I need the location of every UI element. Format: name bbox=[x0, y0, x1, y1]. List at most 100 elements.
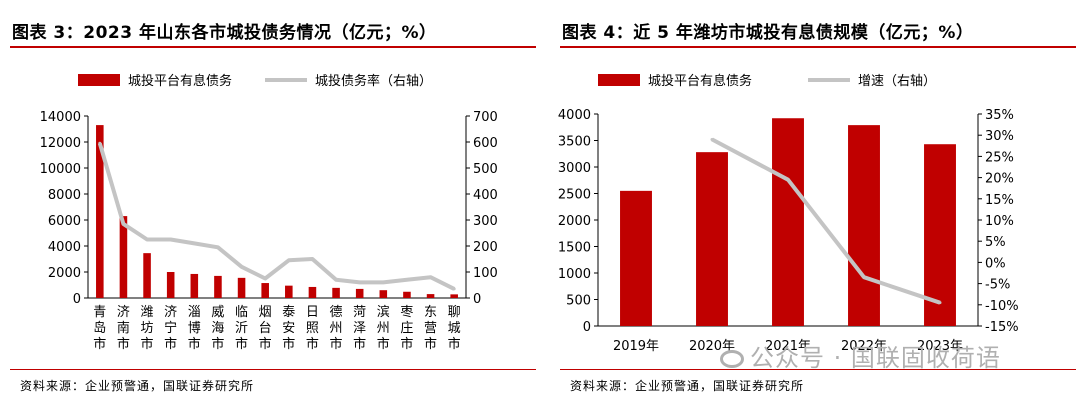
right-chart-bar bbox=[848, 125, 880, 326]
left-chart-bar bbox=[308, 286, 317, 298]
right-chart-svg: 城投平台有息债务 增速（右轴） 0 500 1000 1500 2000 2500 3000 35… bbox=[558, 73, 1019, 354]
left-chart-left-tick-label: 6000 bbox=[48, 214, 81, 229]
left-source-note: 资料来源：企业预警通，国联证券研究所 bbox=[20, 379, 255, 393]
left-chart-bar bbox=[332, 287, 340, 298]
left-chart-x-tick-label: 济南市 bbox=[117, 305, 130, 352]
left-chart-left-tick-label: 0 bbox=[73, 292, 81, 307]
left-chart-right-tick-label: 200 bbox=[473, 240, 498, 255]
left-chart-bar bbox=[450, 294, 458, 298]
right-chart-line-point bbox=[862, 275, 866, 279]
left-chart-x-tick-label: 济宁市 bbox=[164, 305, 177, 352]
right-chart-bar bbox=[924, 144, 956, 326]
left-chart-x-tick-label: 威海市 bbox=[211, 305, 224, 352]
left-chart-right-tick-label: 500 bbox=[473, 162, 498, 177]
left-chart-left-tick-label: 14000 bbox=[40, 110, 81, 125]
right-chart-left-tick-label: 1000 bbox=[558, 267, 591, 282]
left-chart-bar bbox=[403, 291, 411, 298]
right-chart-x-tick-label: 2020年 bbox=[689, 339, 735, 354]
left-chart-x-tick-label: 菏泽市 bbox=[353, 305, 366, 352]
left-chart-x-tick-label: 淄博市 bbox=[188, 305, 201, 352]
left-chart-bar bbox=[166, 272, 175, 298]
left-chart-bar bbox=[190, 273, 199, 298]
right-chart-right-tick-label: 15% bbox=[985, 193, 1014, 208]
left-chart-x-tick-label: 滨州市 bbox=[377, 304, 390, 352]
right-chart-bar bbox=[696, 152, 728, 326]
right-chart-right-tick-label: 30% bbox=[985, 129, 1014, 144]
right-chart-right-tick-label: -15% bbox=[985, 320, 1019, 335]
left-chart-line-point bbox=[287, 258, 291, 262]
right-title-rule bbox=[560, 46, 1076, 48]
wechat-icon bbox=[720, 350, 744, 368]
left-chart-x-tick-label: 东营市 bbox=[424, 305, 437, 352]
right-chart-title: 图表 4：近 5 年潍坊市城投有息债规模（亿元；%） bbox=[562, 23, 974, 43]
left-chart-bar bbox=[426, 294, 435, 298]
right-chart-x-tick-label: 2021年 bbox=[765, 339, 811, 354]
right-chart-line-point bbox=[938, 301, 942, 305]
right-chart-line-series bbox=[711, 137, 941, 305]
left-chart-x-tick-label: 泰安市 bbox=[282, 305, 295, 352]
left-chart-right-tick-label: 400 bbox=[473, 188, 498, 203]
left-chart-bar bbox=[143, 253, 151, 298]
right-chart-legend-line-label: 增速（右轴） bbox=[858, 74, 936, 89]
left-chart-x-tick-label: 枣庄市 bbox=[400, 305, 413, 352]
left-chart-x-tick-label: 聊城市 bbox=[448, 305, 461, 352]
right-chart-legend-bar-swatch bbox=[598, 74, 640, 86]
left-chart-panel: 图表 3：2023 年山东各市城投债务情况（亿元；%） 城投平台有息债务 城投债务… bbox=[10, 23, 536, 393]
left-chart-x-tick-label: 日照市 bbox=[306, 305, 319, 352]
left-chart-right-tick-label: 100 bbox=[473, 266, 498, 281]
left-chart-svg: 城投平台有息债务 城投债务率（右轴）02000400060008000100001… bbox=[40, 73, 498, 352]
left-chart-line-point bbox=[405, 278, 409, 282]
left-chart-x-tick-label: 烟台市 bbox=[259, 305, 272, 352]
left-chart-legend-line-label: 城投债务率（右轴） bbox=[315, 73, 432, 89]
left-chart-left-tick-label: 8000 bbox=[48, 188, 81, 203]
right-chart-panel: 图表 4：近 5 年潍坊市城投有息债规模（亿元；%） 城投平台有息债务 增速（右轴… bbox=[550, 0, 1080, 402]
left-chart-line-point bbox=[121, 222, 125, 226]
left-chart-bar bbox=[261, 283, 269, 298]
left-chart-bar bbox=[285, 285, 293, 298]
right-chart-bar bbox=[620, 190, 652, 326]
left-chart-legend-bar-label: 城投平台有息债务 bbox=[128, 73, 232, 89]
left-chart-bar bbox=[96, 125, 104, 298]
right-chart-left-tick-label: 2500 bbox=[558, 188, 591, 203]
left-chart-right-tick-label: 700 bbox=[473, 110, 498, 125]
right-chart-right-tick-label: 0% bbox=[985, 256, 1006, 271]
right-chart-right-tick-label: -5% bbox=[985, 278, 1010, 293]
left-chart-x-tick-label: 德州市 bbox=[330, 305, 343, 352]
left-chart-line-point bbox=[429, 275, 433, 279]
left-chart-left-tick-label: 12000 bbox=[40, 136, 81, 151]
right-chart-left-tick-label: 0 bbox=[583, 320, 591, 335]
left-chart-line-point bbox=[192, 241, 196, 245]
right-chart-left-tick-label: 1500 bbox=[558, 241, 591, 256]
left-chart-right-tick-label: 0 bbox=[473, 292, 481, 307]
left-chart-x-tick-label: 临沂市 bbox=[235, 305, 248, 352]
right-chart-left-tick-label: 500 bbox=[566, 294, 591, 309]
left-chart-bar bbox=[379, 290, 388, 298]
left-chart-line-point bbox=[240, 265, 244, 269]
right-chart-right-tick-label: -10% bbox=[985, 299, 1019, 314]
left-chart-line-point bbox=[334, 278, 338, 282]
right-chart-right-tick-label: 35% bbox=[985, 108, 1014, 123]
left-source-rule bbox=[10, 369, 536, 370]
left-chart-x-tick-label: 青岛市 bbox=[93, 305, 106, 352]
left-chart-line-point bbox=[263, 277, 267, 280]
left-chart-line-point bbox=[310, 257, 314, 261]
left-chart-line-point bbox=[98, 141, 102, 145]
left-title-rule bbox=[10, 46, 536, 48]
left-chart-line-point bbox=[381, 280, 385, 284]
left-chart-title: 图表 3：2023 年山东各市城投债务情况（亿元；%） bbox=[12, 23, 437, 43]
right-chart-left-tick-label: 3500 bbox=[558, 135, 591, 150]
left-chart-legend-bar-swatch bbox=[78, 74, 120, 86]
left-chart-left-tick-label: 2000 bbox=[48, 266, 81, 281]
left-chart-bar bbox=[355, 288, 364, 298]
left-chart-line-series bbox=[97, 142, 456, 291]
left-chart-left-tick-label: 4000 bbox=[48, 240, 81, 255]
right-chart-left-tick-label: 4000 bbox=[558, 108, 591, 123]
right-source-note: 资料来源：企业预警通，国联证券研究所 bbox=[570, 379, 805, 393]
right-chart-right-tick-label: 5% bbox=[985, 235, 1006, 250]
left-chart-bar bbox=[237, 277, 246, 298]
right-chart-line-point bbox=[786, 178, 790, 182]
left-chart-bar bbox=[119, 216, 128, 298]
right-chart-right-tick-label: 25% bbox=[985, 150, 1014, 165]
right-chart-x-tick-label: 2019年 bbox=[613, 339, 659, 354]
right-chart-right-tick-label: 10% bbox=[985, 214, 1014, 229]
